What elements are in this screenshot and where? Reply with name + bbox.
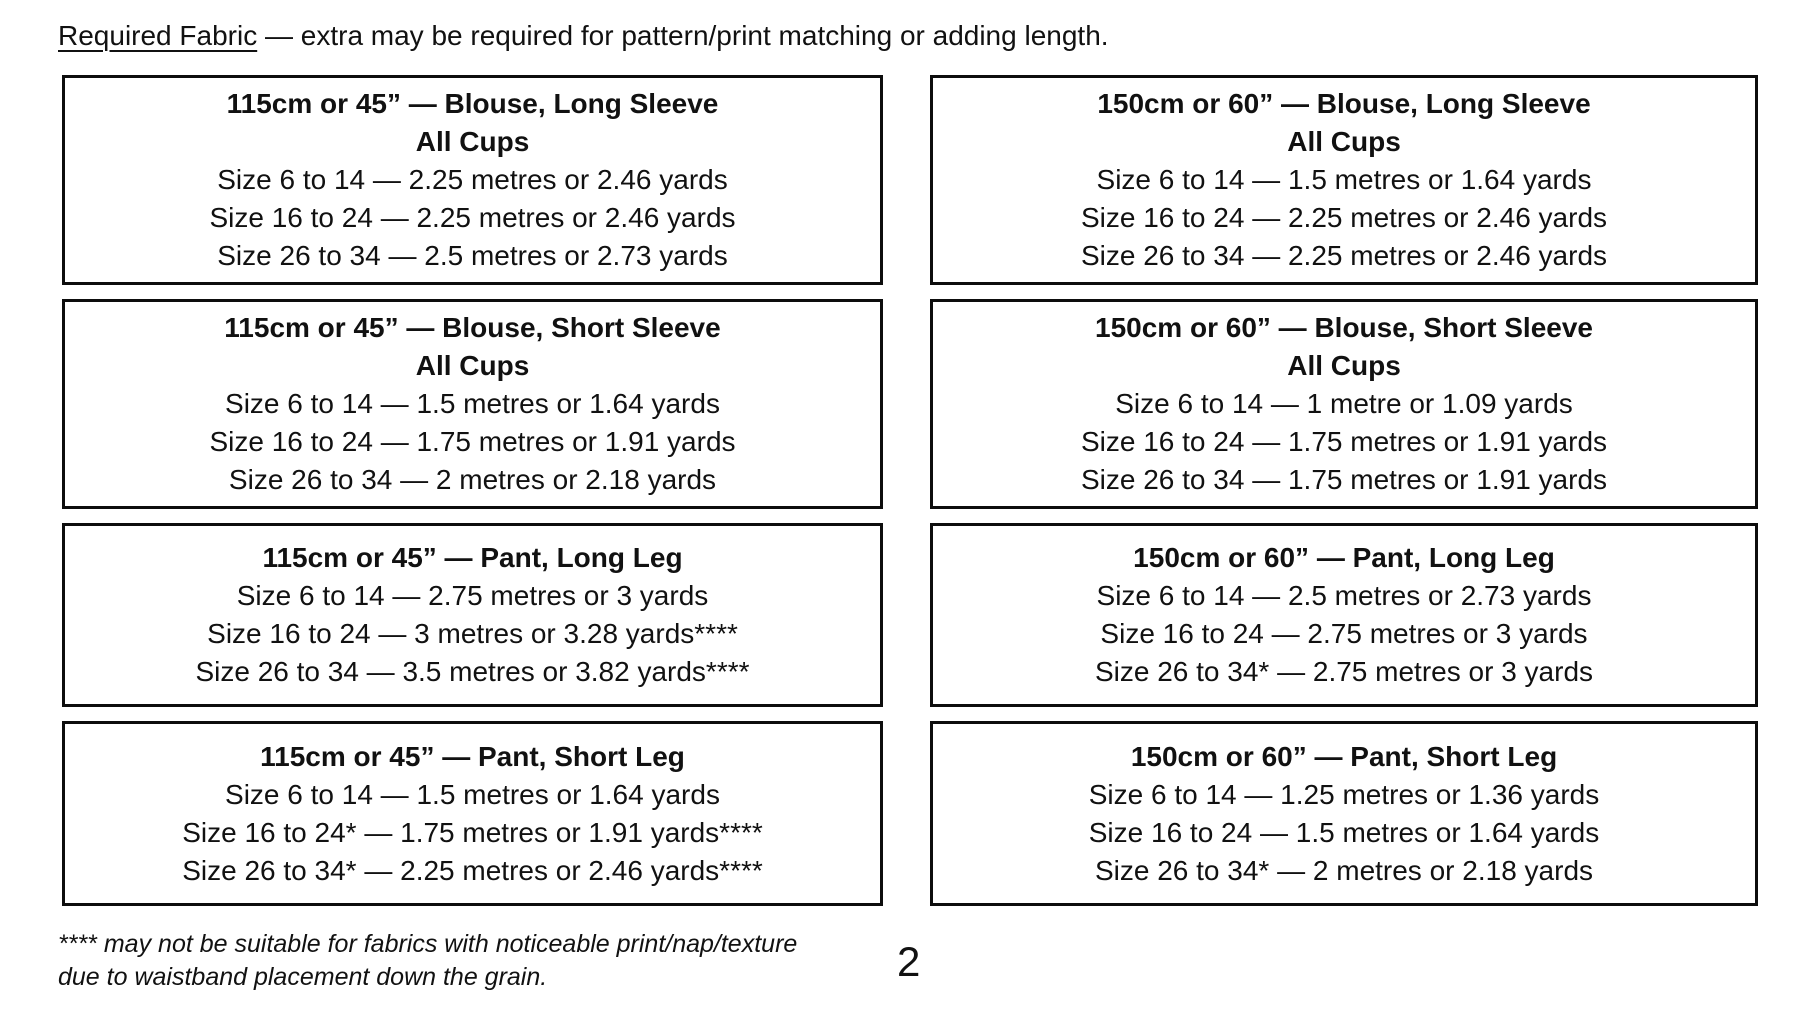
yardage-line: Size 6 to 14 — 2.25 metres or 2.46 yards — [217, 164, 728, 195]
box-title: 115cm or 45” — Blouse, Long Sleeve — [226, 88, 719, 119]
yardage-line: Size 16 to 24 — 3 metres or 3.28 yards**… — [207, 618, 738, 649]
yardage-line: Size 26 to 34* — 2 metres or 2.18 yards — [1094, 854, 1594, 886]
yardage-line: Size 16 to 24 — 2.75 metres or 3 yards — [1100, 618, 1588, 649]
box-subtitle: All Cups — [415, 350, 530, 381]
footnote: **** may not be suitable for fabrics wit… — [58, 928, 797, 994]
yardage-line: Size 26 to 34 — 2 metres or 2.18 yards — [228, 464, 717, 495]
yardage-line: Size 16 to 24 — 1.75 metres or 1.91 yard… — [209, 426, 736, 457]
yardage-line: Size 16 to 24* — 1.75 metres or 1.91 yar… — [182, 816, 763, 848]
page-header: Required Fabric — extra may be required … — [58, 18, 1109, 54]
header-title: Required Fabric — [58, 20, 258, 51]
yardage-line: Size 16 to 24 — 1.75 metres or 1.91 yard… — [1080, 426, 1608, 457]
yardage-line: Size 16 to 24 — 2.25 metres or 2.46 yard… — [1080, 202, 1608, 233]
yardage-line: Size 6 to 14 — 1.25 metres or 1.36 yards — [1088, 778, 1600, 810]
box-title: 150cm or 60” — Blouse, Short Sleeve — [1095, 312, 1593, 343]
footnote-line-1: **** may not be suitable for fabrics wit… — [58, 930, 798, 958]
footnote-line-2: due to waistband placement down the grai… — [58, 963, 548, 991]
yardage-line: Size 6 to 14 — 1.5 metres or 1.64 yards — [1096, 164, 1592, 195]
yardage-line: Size 26 to 34 — 1.75 metres or 1.91 yard… — [1080, 464, 1608, 495]
header-subtitle: — extra may be required for pattern/prin… — [257, 20, 1109, 51]
yardage-line: Size 26 to 34 — 2.5 metres or 2.73 yards — [217, 240, 728, 271]
box-title: 115cm or 45” — Blouse, Short Sleeve — [224, 312, 721, 343]
fabric-box-115-blouse-short-sleeve: 115cm or 45” — Blouse, Short Sleeve All … — [62, 299, 883, 509]
yardage-line: Size 26 to 34* — 2.25 metres or 2.46 yar… — [182, 854, 763, 886]
fabric-box-150-blouse-short-sleeve: 150cm or 60” — Blouse, Short Sleeve All … — [930, 299, 1758, 509]
box-subtitle: All Cups — [1287, 350, 1401, 381]
yardage-line: Size 16 to 24 — 1.5 metres or 1.64 yards — [1088, 816, 1600, 848]
yardage-line: Size 6 to 14 — 1.5 metres or 1.64 yards — [225, 778, 720, 810]
yardage-line: Size 26 to 34* — 2.75 metres or 3 yards — [1094, 656, 1594, 687]
fabric-box-150-blouse-long-sleeve: 150cm or 60” — Blouse, Long Sleeve All C… — [930, 75, 1758, 285]
yardage-line: Size 6 to 14 — 1 metre or 1.09 yards — [1115, 388, 1573, 419]
box-subtitle: All Cups — [1287, 126, 1401, 157]
box-title: 150cm or 60” — Blouse, Long Sleeve — [1097, 88, 1591, 119]
box-title: 115cm or 45” — Pant, Long Leg — [262, 542, 683, 573]
box-title: 150cm or 60” — Pant, Short Leg — [1130, 740, 1558, 772]
yardage-line: Size 6 to 14 — 1.5 metres or 1.64 yards — [225, 388, 720, 419]
fabric-box-150-pant-short-leg: 150cm or 60” — Pant, Short Leg Size 6 to… — [930, 721, 1758, 906]
yardage-line: Size 16 to 24 — 2.25 metres or 2.46 yard… — [209, 202, 736, 233]
page-number: 2 — [897, 938, 921, 985]
box-subtitle: All Cups — [415, 126, 530, 157]
box-title: 115cm or 45” — Pant, Short Leg — [260, 740, 685, 772]
yardage-line: Size 26 to 34 — 2.25 metres or 2.46 yard… — [1080, 240, 1608, 271]
fabric-box-115-blouse-long-sleeve: 115cm or 45” — Blouse, Long Sleeve All C… — [62, 75, 883, 285]
yardage-line: Size 26 to 34 — 3.5 metres or 3.82 yards… — [195, 656, 750, 687]
fabric-boxes-grid: 115cm or 45” — Blouse, Long Sleeve All C… — [62, 75, 1758, 906]
fabric-box-150-pant-long-leg: 150cm or 60” — Pant, Long Leg Size 6 to … — [930, 523, 1758, 707]
box-title: 150cm or 60” — Pant, Long Leg — [1133, 542, 1555, 573]
yardage-line: Size 6 to 14 — 2.5 metres or 2.73 yards — [1096, 580, 1592, 611]
yardage-line: Size 6 to 14 — 2.75 metres or 3 yards — [236, 580, 709, 611]
fabric-box-115-pant-long-leg: 115cm or 45” — Pant, Long Leg Size 6 to … — [62, 523, 883, 707]
fabric-box-115-pant-short-leg: 115cm or 45” — Pant, Short Leg Size 6 to… — [62, 721, 883, 906]
